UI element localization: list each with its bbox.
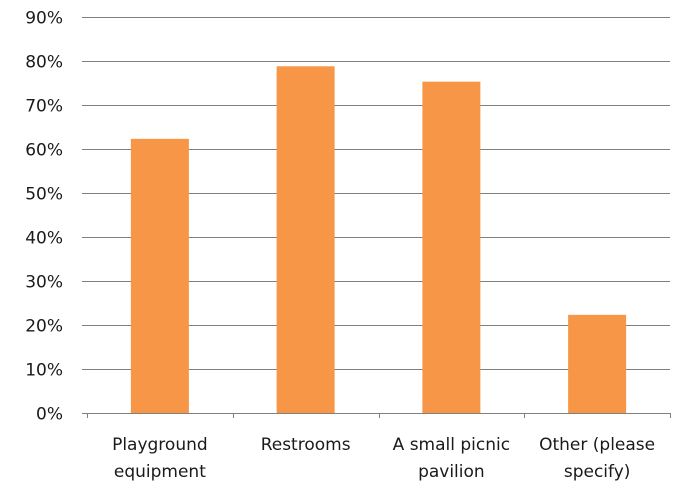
bar: [276, 66, 335, 413]
y-tick-label: 90%: [25, 9, 63, 29]
x-category-label: A small picnic pavilion: [393, 435, 510, 482]
y-axis-tick-labels: 0% 10% 20% 30% 40% 50% 60% 70% 80% 90%: [25, 9, 63, 425]
x-axis: [87, 413, 671, 418]
y-tick-label: 20%: [25, 317, 63, 337]
x-axis-category-labels: Playground equipment Restrooms A small picn…: [112, 435, 655, 482]
x-category-label-line: Other (please: [539, 435, 655, 455]
y-tick-label: 70%: [25, 97, 63, 117]
y-tick-label: 60%: [25, 141, 63, 161]
bar: [130, 138, 189, 413]
x-category-label-line: equipment: [114, 462, 206, 482]
y-tick-label: 10%: [25, 361, 63, 381]
x-category-label: Playground equipment: [112, 435, 208, 482]
x-category-label-line: Restrooms: [261, 435, 351, 455]
x-category-label: Other (please specify): [539, 435, 655, 482]
x-category-label-line: A small picnic: [393, 435, 510, 455]
x-category-label-line: Playground: [112, 435, 208, 455]
bars: [130, 66, 627, 414]
x-category-label: Restrooms: [261, 435, 351, 455]
x-category-label-line: pavilion: [418, 462, 485, 482]
y-tick-label: 40%: [25, 229, 63, 249]
x-category-label-line: specify): [564, 462, 631, 482]
bar: [422, 81, 481, 414]
y-tick-label: 80%: [25, 53, 63, 73]
y-tick-label: 30%: [25, 273, 63, 293]
y-tick-label: 50%: [25, 185, 63, 205]
bar: [568, 314, 627, 413]
y-tick-label: 0%: [36, 405, 63, 425]
